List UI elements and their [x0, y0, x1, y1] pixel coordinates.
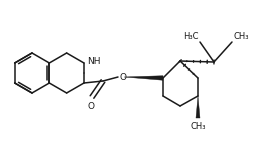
Text: CH₃: CH₃: [190, 122, 206, 131]
Polygon shape: [124, 76, 163, 80]
Text: NH: NH: [87, 57, 101, 66]
Text: H₃C: H₃C: [183, 32, 199, 41]
Polygon shape: [196, 96, 200, 118]
Text: CH₃: CH₃: [233, 32, 248, 41]
Text: O: O: [87, 102, 95, 111]
Text: O: O: [119, 72, 126, 81]
